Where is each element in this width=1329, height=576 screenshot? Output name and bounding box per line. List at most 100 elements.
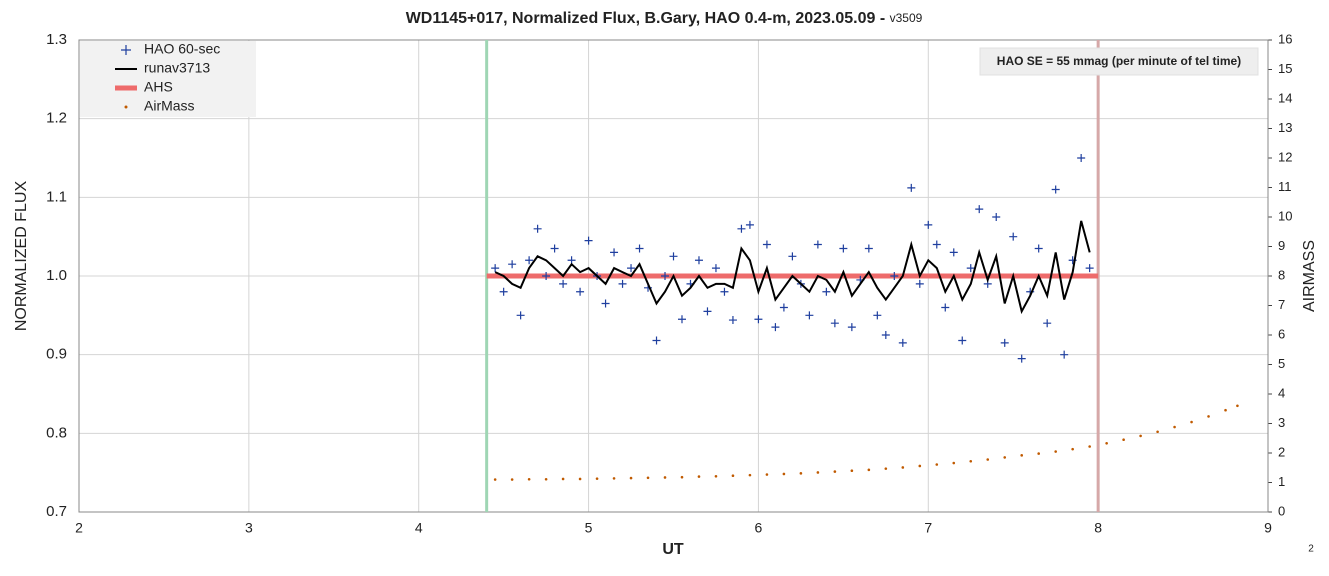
data-point <box>966 264 975 273</box>
airmass-point <box>1139 434 1142 438</box>
airmass-point <box>1071 447 1074 451</box>
airmass-point <box>833 470 837 473</box>
data-point <box>1043 319 1052 328</box>
data-point <box>907 183 916 192</box>
y2-tick-label: 13 <box>1278 120 1292 135</box>
airmass-point <box>969 459 973 463</box>
y2-tick-label: 11 <box>1278 179 1292 194</box>
airmass-point <box>1054 450 1057 453</box>
airmass-point <box>884 467 888 470</box>
y2-tick-label: 1 <box>1278 474 1285 489</box>
data-point <box>754 315 763 324</box>
y-tick-label: 0.7 <box>46 503 67 520</box>
airmass-point <box>1207 415 1210 418</box>
page-number: 2 <box>1308 544 1314 555</box>
annotation: HAO SE = 55 mmag (per minute of tel time… <box>997 54 1241 68</box>
y-tick-label: 1.2 <box>46 110 67 127</box>
data-point <box>898 338 907 347</box>
data-point <box>1034 244 1043 253</box>
data-point <box>499 287 508 296</box>
airmass-point <box>1224 408 1227 412</box>
data-point <box>516 311 525 320</box>
data-point <box>703 307 712 316</box>
data-point <box>805 311 814 320</box>
airmass-point <box>646 476 650 480</box>
y2-tick-label: 15 <box>1278 61 1292 76</box>
data-point <box>618 279 627 288</box>
x-tick-label: 6 <box>755 520 763 536</box>
airmass-point <box>799 472 803 475</box>
data-point <box>491 264 500 273</box>
airmass-point <box>1173 425 1176 429</box>
x-tick-label: 9 <box>1264 520 1272 536</box>
airmass-point <box>1088 445 1091 448</box>
y2-tick-label: 5 <box>1278 356 1285 371</box>
airmass-point <box>1003 456 1007 459</box>
y2-tick-label: 16 <box>1278 31 1292 46</box>
airmass-point <box>935 463 939 466</box>
x-tick-label: 3 <box>245 520 253 536</box>
data-point <box>873 311 882 320</box>
airmass-point <box>1037 452 1040 455</box>
y-tick-label: 1.0 <box>46 267 67 284</box>
data-point <box>847 323 856 332</box>
x-axis-label: UT <box>662 541 684 558</box>
y2-axis-label: AIRMASS <box>1301 240 1318 312</box>
annotation-box <box>979 47 1259 76</box>
data-point <box>890 272 899 280</box>
airmass-point <box>1105 441 1108 445</box>
x-tick-label: 2 <box>75 520 83 536</box>
data-point <box>958 336 967 345</box>
airmass-point <box>493 478 497 481</box>
airmass-point <box>867 468 871 472</box>
data-point <box>728 316 737 325</box>
y2-tick-label: 8 <box>1278 267 1285 282</box>
airmass-point <box>595 477 599 480</box>
data-point <box>584 236 593 245</box>
airmass-point <box>578 477 582 481</box>
data-point <box>1000 338 1009 347</box>
data-point <box>711 264 720 273</box>
data-point <box>559 279 568 288</box>
y2-tick-label: 7 <box>1278 297 1285 312</box>
airmass-point <box>1020 454 1024 457</box>
running-average-line <box>494 220 1091 315</box>
data-point <box>652 336 661 345</box>
airmass-point <box>918 464 922 468</box>
data-point <box>771 323 780 332</box>
data-point <box>694 256 703 265</box>
y2-tick-label: 0 <box>1278 503 1285 518</box>
data-point <box>525 256 534 265</box>
data-point <box>610 248 619 257</box>
data-point <box>533 224 542 233</box>
airmass-point <box>629 476 633 480</box>
airmass-point <box>986 458 990 461</box>
data-point <box>737 224 746 233</box>
data-point <box>1060 350 1069 359</box>
y2-tick-label: 12 <box>1278 149 1292 164</box>
airmass-point <box>782 472 786 476</box>
airmass-point <box>510 478 514 481</box>
data-point <box>822 287 831 296</box>
y-tick-label: 0.8 <box>46 424 67 441</box>
y2-tick-label: 6 <box>1278 326 1285 341</box>
legend-label: HAO 60-sec <box>144 41 220 57</box>
data-point <box>669 252 678 261</box>
airmass-point <box>765 473 769 476</box>
legend-symbol <box>124 105 128 109</box>
airmass-point <box>561 477 565 481</box>
data-point <box>932 240 941 249</box>
plot-border <box>78 39 1269 513</box>
airmass-point <box>527 477 531 481</box>
legend-symbol <box>121 45 131 55</box>
y2-tick-label: 9 <box>1278 238 1285 253</box>
data-point <box>788 252 797 261</box>
airmass-point <box>663 476 667 479</box>
data-point <box>830 319 839 328</box>
y2-tick-label: 10 <box>1278 208 1292 223</box>
legend-box <box>80 41 256 117</box>
data-point <box>542 272 551 280</box>
x-tick-label: 7 <box>924 520 932 536</box>
airmass-point <box>697 475 701 478</box>
